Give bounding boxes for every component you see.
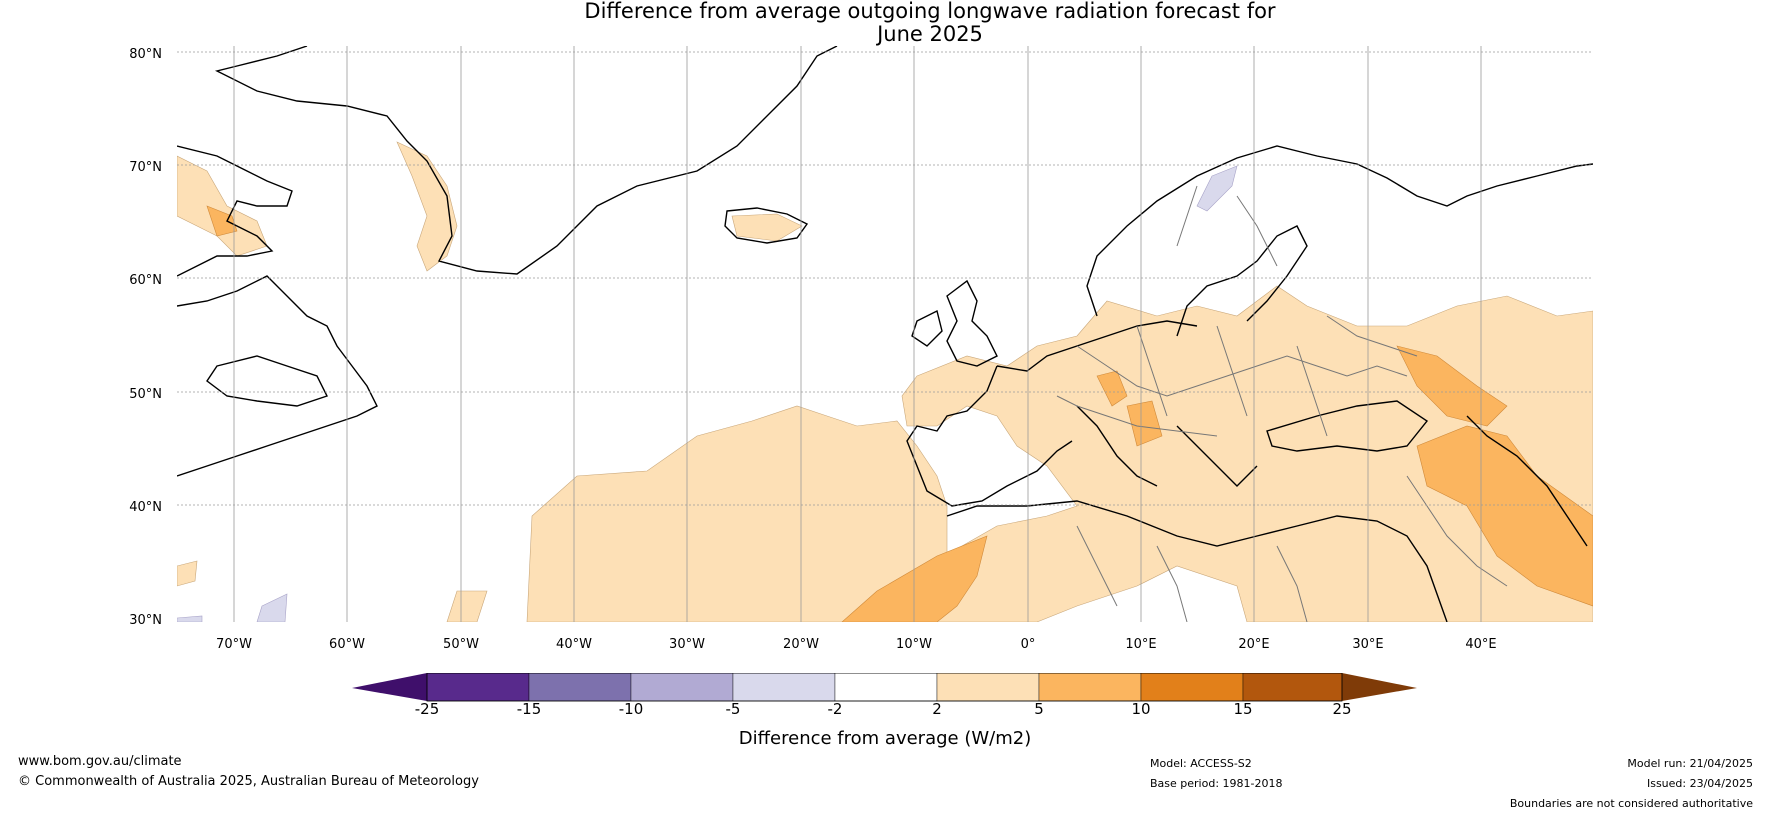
lon-label-30e: 30°E xyxy=(1352,637,1384,652)
lon-label-10e: 10°E xyxy=(1125,637,1157,652)
colorbar-tick: -5 xyxy=(725,700,741,718)
lat-label-50n: 50°N xyxy=(129,387,162,402)
footer-base-period: Base period: 1981-2018 xyxy=(1150,777,1283,790)
lat-label-60n: 60°N xyxy=(129,273,162,288)
title-line-2: June 2025 xyxy=(877,22,983,46)
gridlines xyxy=(177,46,1593,622)
country-borders xyxy=(1056,185,1508,622)
colorbar-tick: -15 xyxy=(516,700,542,718)
lat-label-80n: 80°N xyxy=(129,47,162,62)
lon-label-40e: 40°E xyxy=(1465,637,1497,652)
lon-label-20e: 20°E xyxy=(1238,637,1270,652)
colorbar-outline xyxy=(426,673,1343,702)
lat-label-70n: 70°N xyxy=(129,160,162,175)
map-panel xyxy=(177,46,1593,622)
lon-label-60w: 60°W xyxy=(329,637,365,652)
colorbar xyxy=(352,673,1417,702)
anomaly-fill-lavender xyxy=(177,165,1238,622)
colorbar-bin-9 xyxy=(1242,673,1343,702)
colorbar-bin-2 xyxy=(528,673,632,702)
lon-label-20w: 20°W xyxy=(783,637,819,652)
colorbar-tick: -25 xyxy=(414,700,440,718)
colorbar-bin-6 xyxy=(936,673,1040,702)
colorbar-arrow-left xyxy=(352,673,427,701)
coastlines xyxy=(177,46,1593,622)
footer-model-run: Model run: 21/04/2025 xyxy=(1627,757,1753,770)
map-svg xyxy=(177,46,1593,622)
title-line-1: Difference from average outgoing longwav… xyxy=(584,0,1276,23)
lat-label-30n: 30°N xyxy=(129,613,162,628)
lat-label-40n: 40°N xyxy=(129,500,162,515)
colorbar-tick: 5 xyxy=(1034,700,1044,718)
footer-issued: Issued: 23/04/2025 xyxy=(1646,777,1753,790)
map-title: Difference from average outgoing longwav… xyxy=(530,0,1330,46)
anomaly-fill-mid-orange xyxy=(206,205,1593,622)
colorbar-tick: -2 xyxy=(827,700,843,718)
colorbar-tick: -10 xyxy=(618,700,644,718)
colorbar-bin-5 xyxy=(834,673,938,702)
footer-url[interactable]: www.bom.gov.au/climate xyxy=(18,754,182,769)
footer-model: Model: ACCESS-S2 xyxy=(1150,757,1252,770)
lon-label-70w: 70°W xyxy=(216,637,252,652)
lon-label-40w: 40°W xyxy=(556,637,592,652)
anomaly-fill-light-orange xyxy=(177,141,1593,622)
lon-label-0: 0° xyxy=(1020,637,1036,652)
lon-label-10w: 10°W xyxy=(896,637,932,652)
colorbar-bin-4 xyxy=(732,673,836,702)
colorbar-arrow-right xyxy=(1342,673,1417,701)
colorbar-bin-1 xyxy=(426,673,530,702)
footer-copyright: © Commonwealth of Australia 2025, Austra… xyxy=(18,774,479,789)
colorbar-tick: 10 xyxy=(1131,700,1151,718)
colorbar-tick: 15 xyxy=(1233,700,1253,718)
colorbar-bin-3 xyxy=(630,673,734,702)
colorbar-title: Difference from average (W/m2) xyxy=(738,728,1032,749)
colorbar-bin-8 xyxy=(1140,673,1244,702)
colorbar-bin-7 xyxy=(1038,673,1142,702)
colorbar-tick: 25 xyxy=(1332,700,1352,718)
lon-label-50w: 50°W xyxy=(443,637,479,652)
lon-label-30w: 30°W xyxy=(669,637,705,652)
colorbar-tick: 2 xyxy=(932,700,942,718)
footer-disclaimer: Boundaries are not considered authoritat… xyxy=(1509,797,1753,810)
